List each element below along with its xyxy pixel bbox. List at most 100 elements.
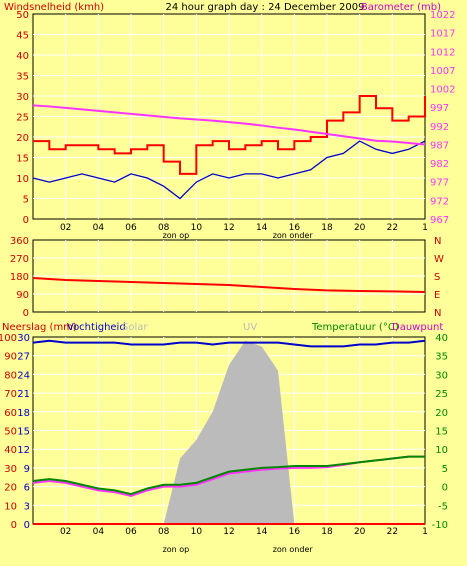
temperature-tick-label: -10	[432, 520, 448, 531]
temperature-tick-label: 5	[442, 464, 448, 475]
x-tick-label: 12	[223, 223, 234, 233]
humidity-tick-label: 80	[4, 370, 17, 381]
wind-tick-label: 40	[16, 51, 29, 62]
dewpoint-axis-label: Dauwpunt	[392, 322, 443, 333]
x-tick-label: 10	[191, 223, 203, 233]
x-tick-label: 06	[125, 527, 137, 537]
wind-direction-line	[32, 277, 426, 293]
barometer-tick-label: 972	[430, 196, 449, 207]
wind-tick-label: 50	[16, 10, 29, 21]
rain-tick-label: 12	[17, 445, 30, 456]
temperature-line	[32, 455, 425, 496]
x-tick-label: 20	[354, 527, 366, 537]
x-tick-label: 12	[223, 527, 234, 537]
rain-tick-label: 6	[24, 483, 30, 494]
sunrise-label: zon op	[163, 231, 190, 240]
humidity-tick-label: 20	[4, 483, 17, 494]
direction-letter: E	[434, 290, 440, 301]
x-tick-label: 20	[354, 223, 366, 233]
x-tick-label: 02	[60, 527, 71, 537]
x-tick-label: 08	[158, 527, 170, 537]
direction-tick-label: 90	[16, 290, 29, 301]
temperature-tick-label: 30	[435, 370, 448, 381]
barometer-line	[32, 104, 426, 146]
direction-letter: W	[434, 254, 444, 265]
x-tick-label: 22	[387, 223, 398, 233]
wind-gust-line	[33, 95, 426, 175]
rain-tick-label: 27	[17, 352, 30, 363]
x-tick-label: 10	[191, 527, 203, 537]
wind-tick-label: 10	[16, 174, 29, 185]
rain-tick-label: 15	[17, 427, 30, 438]
x-tick-label: 16	[289, 527, 301, 537]
rain-tick-label: 21	[17, 389, 30, 400]
sunset-label: zon onder	[273, 231, 314, 240]
barometer-tick-label: 1017	[430, 29, 455, 40]
rain-tick-label: 9	[24, 464, 30, 475]
barometer-tick-label: 997	[430, 103, 449, 114]
wind-average-line	[32, 140, 426, 200]
humidity-axis-label: Vochtigheid	[67, 322, 126, 333]
wind-axis-label: Windsnelheid (kmh)	[4, 2, 104, 13]
wind-tick-label: 20	[16, 133, 29, 144]
x-tick-label: 02	[60, 223, 71, 233]
humidity-tick-label: 0	[11, 520, 17, 531]
wind-tick-label: 0	[23, 215, 29, 226]
direction-letter: N	[434, 308, 441, 319]
humidity-tick-label: 60	[4, 408, 17, 419]
temperature-tick-label: 10	[435, 445, 448, 456]
sunset-label: zon onder	[273, 545, 314, 554]
rain-tick-label: 30	[17, 333, 30, 344]
barometer-tick-label: 987	[430, 140, 449, 151]
temperature-tick-label: 35	[435, 352, 448, 363]
rain-tick-label: 18	[17, 408, 30, 419]
rain-tick-label: 24	[17, 370, 30, 381]
temperature-tick-label: 15	[435, 427, 448, 438]
direction-tick-label: 360	[10, 236, 29, 247]
wind-tick-label: 30	[16, 92, 29, 103]
humidity-line	[32, 339, 426, 348]
x-tick-label: 06	[125, 223, 137, 233]
sunrise-label: zon op	[163, 545, 190, 554]
rain-tick-label: 3	[24, 501, 30, 512]
chart-marks-layer: 02 04 06 08 10 12 14 16 18 20 22 102 04 06 08 10 12 14 16 1…	[0, 10, 455, 554]
temperature-tick-label: -5	[438, 501, 448, 512]
x-tick-label: 08	[158, 223, 170, 233]
uv-axis-label: UV	[243, 322, 257, 333]
humidity-tick-label: 90	[4, 352, 17, 363]
humidity-tick-label: 40	[4, 445, 17, 456]
wind-tick-label: 5	[23, 195, 29, 206]
x-tick-label: 14	[256, 527, 268, 537]
barometer-axis-label: Barometer (mb)	[361, 2, 441, 13]
solar-area	[33, 340, 425, 524]
direction-letter: N	[434, 236, 441, 247]
temperature-axis-label: Temperatuur (°C)	[311, 322, 399, 333]
wind-tick-label: 45	[16, 31, 29, 42]
wind-tick-label: 15	[16, 154, 29, 165]
x-tick-label: 18	[321, 527, 333, 537]
temperature-tick-label: 20	[435, 408, 448, 419]
x-tick-label: 1	[422, 223, 428, 233]
barometer-tick-label: 1002	[430, 85, 455, 96]
barometer-tick-label: 967	[430, 215, 449, 226]
humidity-tick-label: 10	[4, 501, 17, 512]
direction-tick-label: 270	[10, 254, 29, 265]
rain-tick-label: 0	[24, 520, 30, 531]
rain-axis-label: Neerslag (mm)	[2, 322, 77, 333]
barometer-tick-label: 977	[430, 178, 449, 189]
x-tick-label: 1	[422, 527, 428, 537]
direction-tick-label: 0	[23, 308, 29, 319]
solar-axis-label: Solar	[122, 322, 148, 333]
temperature-tick-label: 0	[442, 483, 448, 494]
barometer-tick-label: 1022	[430, 10, 455, 21]
wind-tick-label: 25	[16, 113, 29, 124]
temperature-tick-label: 25	[435, 389, 448, 400]
barometer-tick-label: 982	[430, 159, 449, 170]
barometer-tick-label: 1012	[430, 47, 455, 58]
barometer-tick-label: 1007	[430, 66, 455, 77]
humidity-tick-label: 50	[4, 427, 17, 438]
direction-tick-label: 180	[10, 272, 29, 283]
wind-tick-label: 35	[16, 72, 29, 83]
